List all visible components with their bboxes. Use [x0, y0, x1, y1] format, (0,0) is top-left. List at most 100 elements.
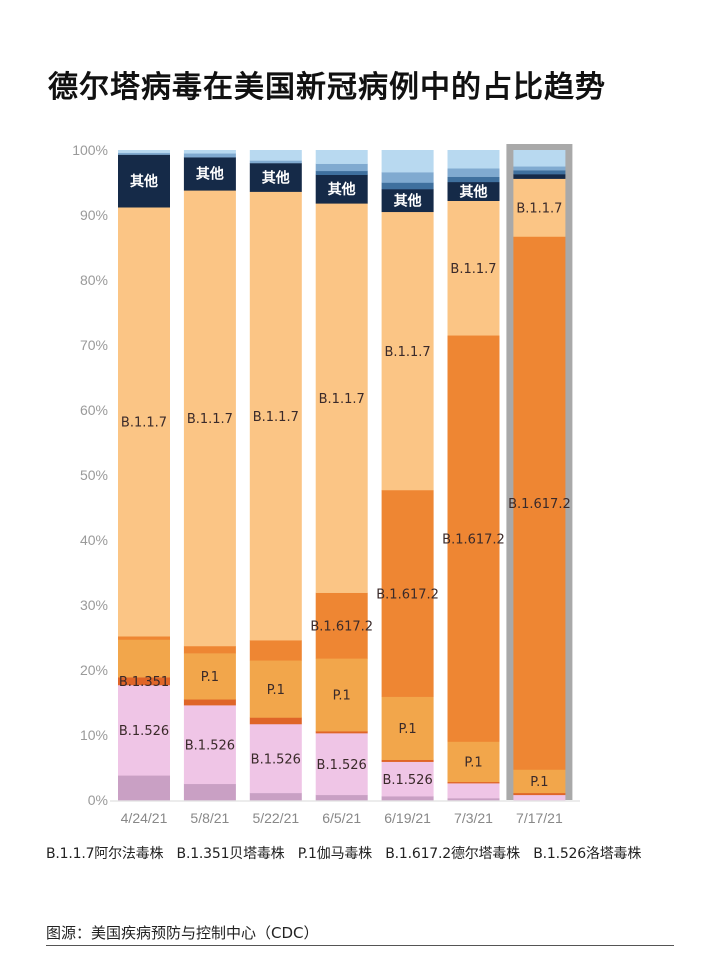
bar-segment-minor [118, 775, 170, 801]
bar-segment-blue-light [447, 150, 500, 169]
x-tick-label: 5/22/21 [252, 810, 299, 826]
bar-segment-B.1.526 [447, 783, 500, 799]
bar-segment-B.1.526 [183, 705, 236, 785]
bar-segment-B.1.1.7 [249, 191, 302, 641]
bar-segment-blue-light [315, 150, 368, 164]
bar-segment-B.1.351 [118, 677, 170, 686]
segment-label: B.1.1.7 [187, 412, 233, 427]
bar-segment-blue-light [118, 150, 170, 153]
bar-segment-B.1.1.7 [513, 178, 566, 237]
y-tick-label: 50% [80, 467, 108, 483]
x-tick-label: 7/3/21 [454, 810, 493, 826]
x-tick-label: 4/24/21 [121, 810, 168, 826]
bar-segment-blue-mid [513, 166, 566, 171]
bar-segment-B.1.351 [315, 731, 368, 734]
bar-segment-B.1.617.2 [315, 592, 368, 659]
legend-item: B.1.526洛塔毒株 [533, 846, 642, 862]
segment-label: B.1.526 [382, 773, 432, 788]
bar-segment-blue-light [513, 150, 566, 167]
segment-label: B.1.617.2 [442, 532, 505, 547]
y-tick-label: 100% [72, 142, 108, 158]
bar-segment-B.1.351 [381, 759, 434, 762]
segment-label: P.1 [267, 683, 285, 698]
bar-segment-P.1 [381, 696, 434, 760]
bar-segment-blue-mid [381, 172, 434, 183]
bar-segment-B.1.351 [183, 699, 236, 706]
bar-segment-blue-mid [118, 152, 170, 155]
bar-segment-blue-dark [447, 176, 500, 183]
y-tick-label: 30% [80, 597, 108, 613]
y-tick-label: 90% [80, 207, 108, 223]
bar-segment-minor [315, 794, 368, 801]
divider [46, 945, 674, 946]
bar-segment-B.1.1.7 [447, 200, 500, 336]
segment-label: 其他 [262, 169, 290, 186]
bar-segment-B.1.526 [315, 733, 368, 796]
bar-segment-blue-light [183, 150, 236, 154]
segment-label: B.1.526 [251, 752, 301, 767]
bar-segment-B.1.351 [447, 781, 500, 784]
chart-title: 德尔塔病毒在美国新冠病例中的占比趋势 [48, 70, 606, 105]
bar-segment-P.1 [315, 658, 368, 732]
bar-segment-其他 [249, 163, 302, 192]
bar-segment-minor [183, 783, 236, 801]
bar-segment-B.1.526 [513, 794, 566, 801]
y-tick-label: 70% [80, 337, 108, 353]
segment-label: B.1.1.7 [385, 345, 431, 360]
segment-label: B.1.617.2 [376, 587, 439, 602]
bar-segment-B.1.1.7 [315, 203, 368, 593]
bar-segment-B.1.617.2 [381, 489, 434, 697]
segment-label: 其他 [460, 183, 488, 200]
bar-segment-其他 [381, 189, 434, 213]
segment-label: B.1.526 [185, 738, 235, 753]
legend-item: B.1.1.7阿尔法毒株 [46, 846, 164, 862]
bar-segment-blue-dark [381, 182, 434, 190]
y-tick-label: 10% [80, 727, 108, 743]
segment-label: 其他 [328, 181, 356, 198]
bar-segment-blue-mid [315, 163, 368, 172]
bar-segment-minor [447, 798, 500, 801]
y-tick-label: 80% [80, 272, 108, 288]
segment-label: P.1 [333, 689, 351, 704]
bar-segment-blue-mid [249, 160, 302, 164]
bar-segment-blue-dark [513, 170, 566, 175]
legend-item: P.1伽马毒株 [297, 846, 372, 862]
bar-segment-P.1 [447, 741, 500, 783]
segment-label: B.1.1.7 [516, 202, 562, 217]
bar-segment-B.1.351 [249, 717, 302, 725]
bar-segment-B.1.617.2 [513, 236, 566, 770]
bar-segment-B.1.526 [118, 684, 170, 776]
segment-label: 其他 [394, 192, 422, 209]
segment-label: B.1.1.7 [121, 416, 167, 431]
segment-label: B.1.1.7 [319, 392, 365, 407]
stacked-bar-chart: 0% 10% 20% 30% 40% 50% 60% 70% 80% 90% 100% B.1.526… [72, 142, 580, 826]
x-tick-label: 6/19/21 [384, 810, 431, 826]
bar-segment-minor [249, 792, 302, 801]
bar-segment-其他 [513, 174, 566, 179]
bar-segment-B.1.617.2 [118, 636, 170, 640]
bar-segment-B.1.526 [249, 723, 302, 794]
legend-item: B.1.617.2德尔塔毒株 [385, 846, 520, 862]
bar-segment-P.1 [183, 653, 236, 700]
bar-segment-B.1.1.7 [183, 190, 236, 647]
segment-label: B.1.526 [317, 758, 367, 773]
y-tick-label: 40% [80, 532, 108, 548]
segment-label: 其他 [196, 166, 224, 183]
segment-label: B.1.617.2 [310, 619, 373, 634]
bar-segment-P.1 [513, 769, 566, 794]
bar-segment-其他 [315, 174, 368, 204]
legend: B.1.1.7阿尔法毒株 B.1.351贝塔毒株 P.1伽马毒株 B.1.617… [46, 843, 650, 863]
x-tick-label: 5/8/21 [190, 810, 229, 826]
source-note: 图源：美国疾病预防与控制中心（CDC） [46, 924, 319, 942]
bar-segment-B.1.1.7 [381, 211, 434, 491]
bar-segment-blue-light [381, 150, 434, 173]
segment-label: P.1 [530, 775, 548, 790]
legend-item: B.1.351贝塔毒株 [176, 846, 285, 862]
x-tick-label: 6/5/21 [322, 810, 361, 826]
segment-label: B.1.1.7 [253, 410, 299, 425]
segment-label: P.1 [201, 670, 219, 685]
x-tick-label: 7/17/21 [516, 810, 563, 826]
bar-segment-blue-mid [447, 168, 500, 177]
bar-segment-blue-light [249, 150, 302, 161]
y-tick-label: 0% [88, 792, 108, 808]
